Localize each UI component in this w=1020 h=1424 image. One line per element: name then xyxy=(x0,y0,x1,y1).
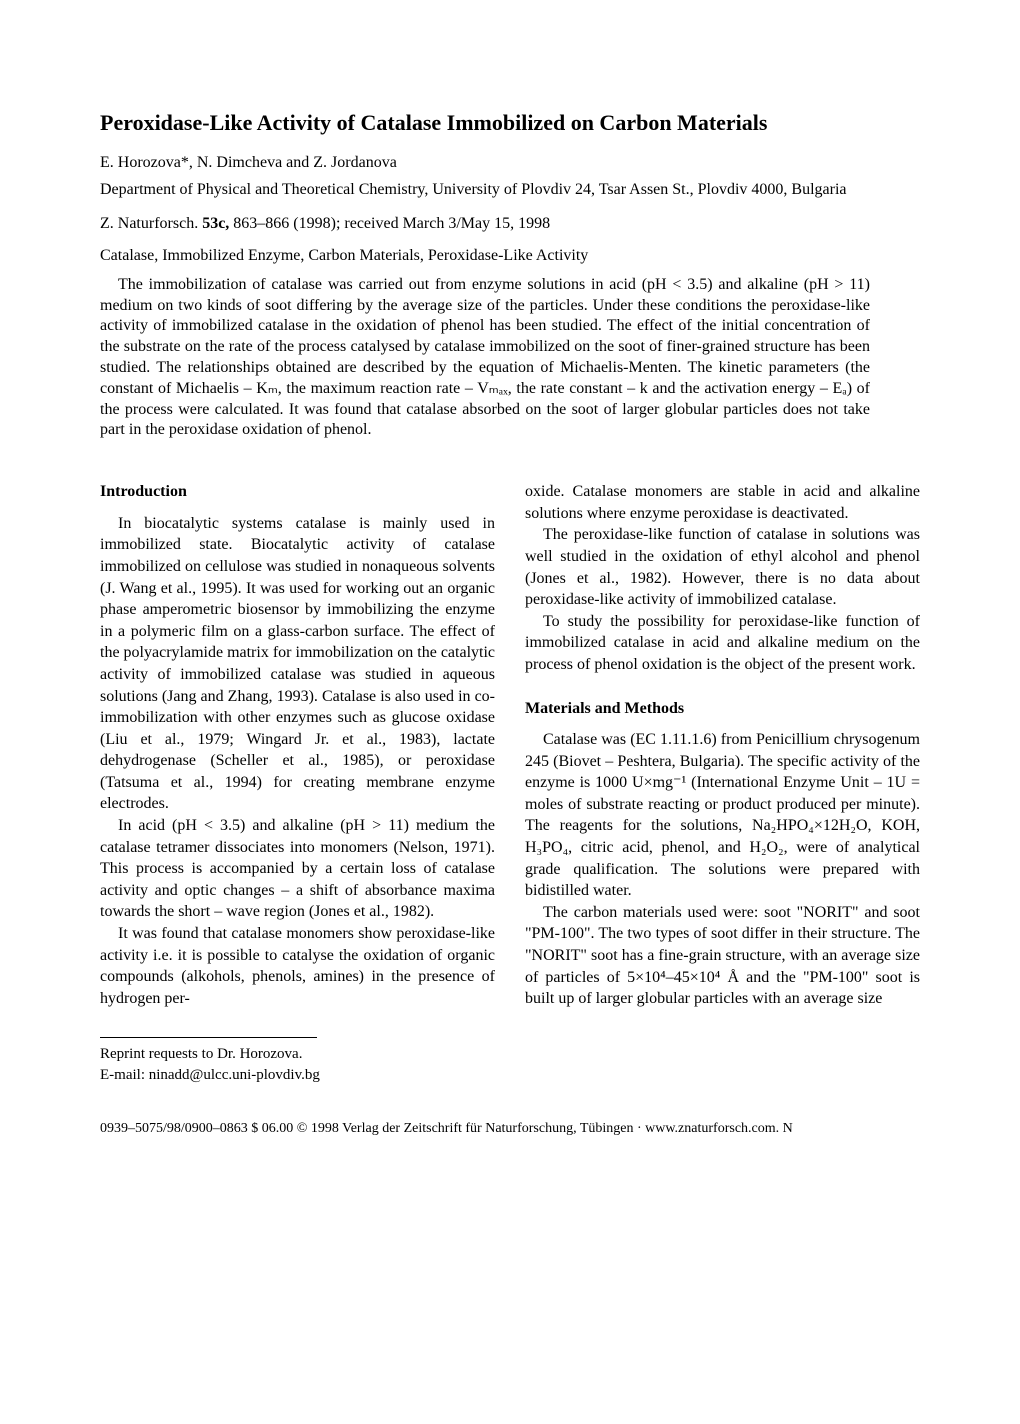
footer-copyright: 0939–5075/98/0900–0863 $ 06.00 © 1998 Ve… xyxy=(100,1115,920,1137)
methods-heading: Materials and Methods xyxy=(525,698,920,720)
keywords: Catalase, Immobilized Enzyme, Carbon Mat… xyxy=(100,247,920,265)
col2-paragraph-2: The peroxidase-like function of catalase… xyxy=(525,524,920,610)
citation-pages: 863–866 (1998); received March 3/May 15,… xyxy=(229,215,550,232)
intro-paragraph-1: In biocatalytic systems catalase is main… xyxy=(100,513,495,815)
footnote-separator xyxy=(100,1037,317,1038)
body-columns: Introduction In biocatalytic systems cat… xyxy=(100,481,920,1085)
col2-paragraph-3: To study the possibility for peroxidase-… xyxy=(525,611,920,676)
article-title: Peroxidase-Like Activity of Catalase Imm… xyxy=(100,110,920,136)
abstract: The immobilization of catalase was carri… xyxy=(100,275,920,441)
citation-journal: Z. Naturforsch. xyxy=(100,215,202,232)
authors: E. Horozova*, N. Dimcheva and Z. Jordano… xyxy=(100,154,920,172)
col2-paragraph-1: oxide. Catalase monomers are stable in a… xyxy=(525,481,920,524)
introduction-heading: Introduction xyxy=(100,481,495,503)
intro-paragraph-2: In acid (pH < 3.5) and alkaline (pH > 11… xyxy=(100,815,495,923)
section-spacer xyxy=(525,676,920,698)
methods-paragraph-1: Catalase was (EC 1.11.1.6) from Penicill… xyxy=(525,729,920,902)
citation: Z. Naturforsch. 53c, 863–866 (1998); rec… xyxy=(100,215,920,233)
reprint-email: E-mail: ninadd@ulcc.uni-plovdiv.bg xyxy=(100,1065,495,1085)
methods-paragraph-2: The carbon materials used were: soot "NO… xyxy=(525,902,920,1010)
reprint-request: Reprint requests to Dr. Horozova. xyxy=(100,1044,495,1064)
intro-paragraph-3: It was found that catalase monomers show… xyxy=(100,923,495,1009)
citation-volume: 53c, xyxy=(202,215,229,232)
right-column: oxide. Catalase monomers are stable in a… xyxy=(525,481,920,1085)
affiliation: Department of Physical and Theoretical C… xyxy=(100,180,920,201)
left-column: Introduction In biocatalytic systems cat… xyxy=(100,481,495,1085)
